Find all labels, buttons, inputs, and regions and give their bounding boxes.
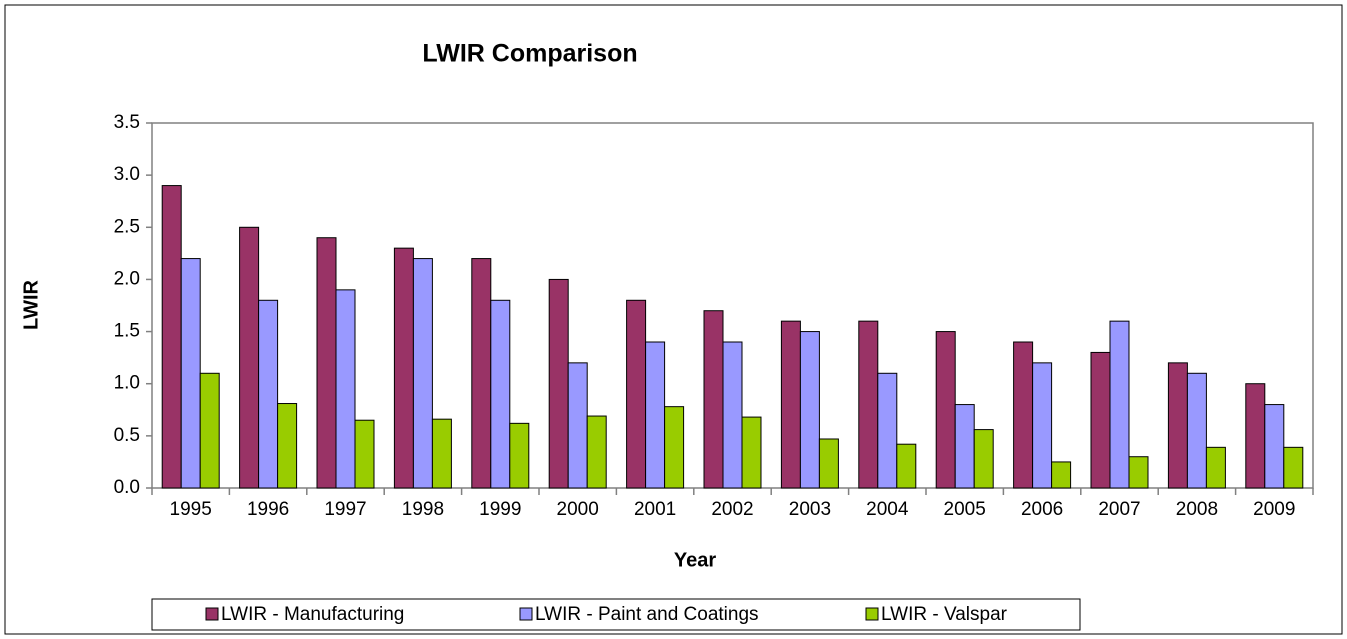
- bar: [858, 320, 879, 489]
- x-tick-label: 2000: [557, 499, 599, 520]
- legend-label: LWIR - Manufacturing: [221, 604, 404, 625]
- bar: [1205, 446, 1226, 489]
- bar: [877, 372, 898, 489]
- bar: [258, 299, 279, 489]
- bar: [1264, 404, 1285, 489]
- bar: [471, 258, 492, 489]
- x-tick-label: 2001: [634, 499, 676, 520]
- bar: [199, 372, 220, 489]
- x-tick-label: 2008: [1176, 499, 1218, 520]
- legend-label: LWIR - Paint and Coatings: [535, 604, 759, 625]
- bar: [412, 258, 433, 489]
- bar: [1013, 341, 1034, 489]
- bar: [645, 341, 666, 489]
- y-tick-label: 0.0: [114, 477, 140, 498]
- bar: [316, 237, 337, 489]
- x-tick-label: 1997: [324, 499, 366, 520]
- bar: [1245, 383, 1266, 489]
- bar: [626, 299, 647, 489]
- x-tick-label: 2004: [866, 499, 909, 520]
- y-tick-label: 3.0: [114, 164, 140, 185]
- legend-swatch: [519, 607, 533, 621]
- bar: [277, 403, 298, 489]
- x-axis-label: Year: [674, 549, 716, 571]
- x-tick-label: 2003: [789, 499, 831, 520]
- x-tick-label: 1999: [479, 499, 521, 520]
- bar: [1167, 362, 1188, 489]
- bar: [567, 362, 588, 489]
- x-tick-label: 1996: [247, 499, 289, 520]
- bar: [741, 416, 762, 489]
- y-tick-label: 3.5: [114, 112, 140, 133]
- x-tick-label: 2009: [1253, 499, 1295, 520]
- legend-swatch: [865, 607, 879, 621]
- bar: [664, 406, 685, 489]
- bar: [1128, 456, 1149, 489]
- y-tick-label: 0.5: [114, 425, 140, 446]
- bar: [818, 438, 839, 489]
- bar: [431, 418, 452, 489]
- bar: [1186, 372, 1207, 489]
- bar: [1283, 446, 1304, 489]
- bar: [548, 278, 569, 489]
- bar: [1090, 351, 1111, 489]
- bar: [509, 422, 530, 489]
- bar: [335, 289, 356, 489]
- x-tick-label: 2006: [1021, 499, 1063, 520]
- bar: [490, 299, 511, 489]
- bar: [722, 341, 743, 489]
- bar: [354, 419, 375, 489]
- bar: [780, 320, 801, 489]
- bar: [1109, 320, 1130, 489]
- bar: [161, 185, 182, 489]
- y-axis-label: LWIR: [20, 279, 42, 330]
- bar: [896, 443, 917, 489]
- legend-label: LWIR - Valspar: [881, 604, 1008, 625]
- y-tick-label: 2.5: [114, 216, 140, 237]
- bar: [973, 429, 994, 489]
- legend-box: [151, 598, 1081, 631]
- x-tick-label: 1998: [402, 499, 444, 520]
- bar: [1051, 461, 1072, 489]
- x-tick-label: 1995: [170, 499, 212, 520]
- x-tick-label: 2005: [944, 499, 986, 520]
- legend-swatch: [205, 607, 219, 621]
- x-tick-label: 2007: [1098, 499, 1140, 520]
- y-tick-label: 2.0: [114, 268, 140, 289]
- bar: [703, 310, 724, 489]
- y-tick-label: 1.5: [114, 321, 140, 342]
- bar: [586, 415, 607, 489]
- bar: [935, 331, 956, 489]
- x-tick-label: 2002: [711, 499, 753, 520]
- chart-title: LWIR Comparison: [422, 40, 637, 68]
- bar: [799, 331, 820, 489]
- bar: [1032, 362, 1053, 489]
- bar: [239, 226, 260, 489]
- bar: [393, 247, 414, 489]
- y-tick-label: 1.0: [114, 373, 140, 394]
- bar: [954, 404, 975, 489]
- bar: [180, 258, 201, 489]
